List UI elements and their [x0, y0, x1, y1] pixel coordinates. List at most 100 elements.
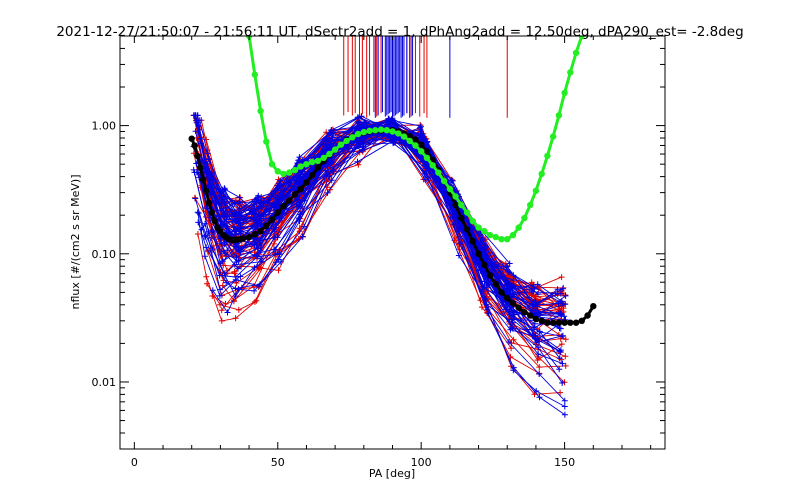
data-point: [456, 240, 463, 247]
fit-point: [291, 166, 299, 174]
data-point: [536, 364, 543, 371]
data-point: [203, 273, 210, 280]
data-point: [218, 240, 225, 247]
fit-point: [504, 236, 511, 243]
data-point: [503, 264, 510, 271]
data-point: [299, 176, 306, 183]
fit-point: [509, 231, 517, 239]
fit-point: [549, 319, 557, 326]
data-point: [505, 339, 512, 345]
data-point: [235, 210, 242, 217]
data-point: [295, 173, 301, 180]
data-point: [555, 306, 562, 313]
fit-point: [291, 191, 299, 198]
data-point: [531, 286, 538, 292]
fit-point: [538, 170, 545, 178]
fit-point: [331, 146, 339, 153]
data-point: [272, 188, 278, 194]
fit-point: [337, 141, 345, 148]
fit-point: [188, 135, 195, 142]
fit-point: [538, 317, 545, 324]
data-point: [233, 280, 240, 286]
fit-point: [297, 163, 304, 170]
data-point: [296, 211, 303, 218]
data-point: [482, 295, 489, 302]
data-point: [232, 315, 239, 322]
data-point: [503, 283, 510, 289]
fit-point: [280, 203, 287, 210]
data-point: [481, 278, 488, 285]
fit-point: [469, 238, 476, 245]
data-point: [205, 156, 212, 163]
fit-point: [197, 164, 204, 171]
data-point: [272, 221, 279, 228]
data-point: [417, 124, 424, 131]
fit-point: [360, 128, 367, 136]
fit-point: [440, 177, 448, 185]
fit-point: [412, 136, 419, 143]
data-point: [557, 325, 564, 332]
fit-point: [280, 170, 287, 178]
data-point: [355, 141, 362, 148]
data-point: [296, 218, 303, 225]
data-point: [423, 170, 430, 177]
data-point: [558, 298, 565, 305]
data-point: [221, 185, 228, 192]
fit-point: [458, 201, 465, 209]
data-point: [301, 223, 307, 230]
fit-point: [286, 169, 293, 176]
fit-point: [395, 130, 402, 137]
series-line: [195, 120, 562, 317]
fit-point: [492, 280, 499, 288]
data-point: [203, 244, 210, 251]
data-point: [202, 220, 209, 227]
data-point: [274, 182, 281, 189]
data-point: [232, 274, 239, 280]
fit-point: [314, 164, 322, 171]
data-point: [327, 159, 334, 166]
data-point: [231, 261, 238, 268]
fit-point: [475, 224, 482, 231]
data-point: [216, 272, 223, 279]
fit-point: [498, 289, 505, 296]
fit-point: [544, 319, 551, 326]
data-point: [535, 351, 542, 358]
data-point: [270, 202, 277, 209]
data-point: [236, 206, 243, 213]
fit-point: [286, 197, 293, 204]
data-point: [195, 123, 202, 130]
data-point: [448, 177, 455, 184]
data-point: [218, 317, 225, 324]
data-point: [506, 269, 513, 276]
fit-point: [532, 187, 540, 194]
fit-point: [418, 148, 425, 155]
data-point: [559, 360, 566, 367]
data-point: [506, 260, 513, 267]
fit-point: [389, 128, 396, 135]
series-line: [198, 117, 562, 329]
data-point: [559, 332, 566, 339]
data-point: [354, 158, 361, 165]
fit-point: [297, 185, 304, 193]
data-point: [257, 203, 264, 210]
data-point: [231, 270, 238, 277]
data-point: [233, 254, 240, 261]
data-point: [354, 123, 361, 130]
fit-point: [406, 132, 413, 140]
data-point: [328, 177, 335, 184]
data-point: [192, 112, 199, 119]
y-tick-label: 0.10: [92, 248, 117, 261]
fit-point: [555, 319, 563, 326]
fit-point: [251, 71, 258, 78]
fit-point: [515, 304, 522, 311]
data-point: [534, 303, 541, 310]
data-point: [562, 353, 569, 360]
data-point: [561, 403, 568, 410]
fit-point: [202, 187, 210, 194]
fit-point: [469, 217, 476, 225]
fit-point: [463, 209, 471, 216]
data-point: [251, 287, 258, 294]
data-point: [536, 394, 543, 401]
data-point: [554, 290, 561, 297]
fit-point: [521, 214, 528, 222]
